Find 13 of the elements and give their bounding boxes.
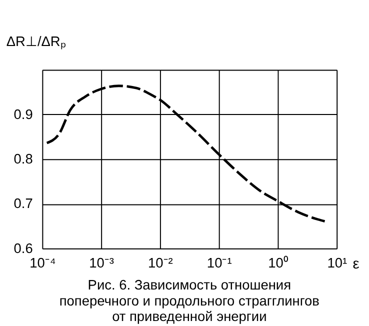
x-axis-title: ε: [352, 256, 360, 273]
x-tick-label: 10¹: [327, 256, 348, 271]
y-tick-label: 0.7: [14, 196, 33, 212]
y-tick-label: 0.8: [14, 152, 34, 167]
x-tick-label: 10⁻³: [89, 256, 114, 271]
y-tick-label: 0.9: [14, 106, 33, 122]
text: Рис. 6. Зависимость отношения поперечного и продольного страгглингов от приведенной энергии: [59, 278, 320, 324]
x-tick-label: 10⁰: [268, 256, 288, 271]
y-axis-title: ΔR⊥/ΔRₚ: [6, 34, 66, 50]
x-tick-label: 10⁻⁴: [30, 256, 56, 271]
y-tick-label: 0.6: [14, 240, 34, 256]
x-tick-label: 10⁻¹: [206, 256, 232, 271]
x-tick-label: 10⁻²: [148, 256, 174, 271]
